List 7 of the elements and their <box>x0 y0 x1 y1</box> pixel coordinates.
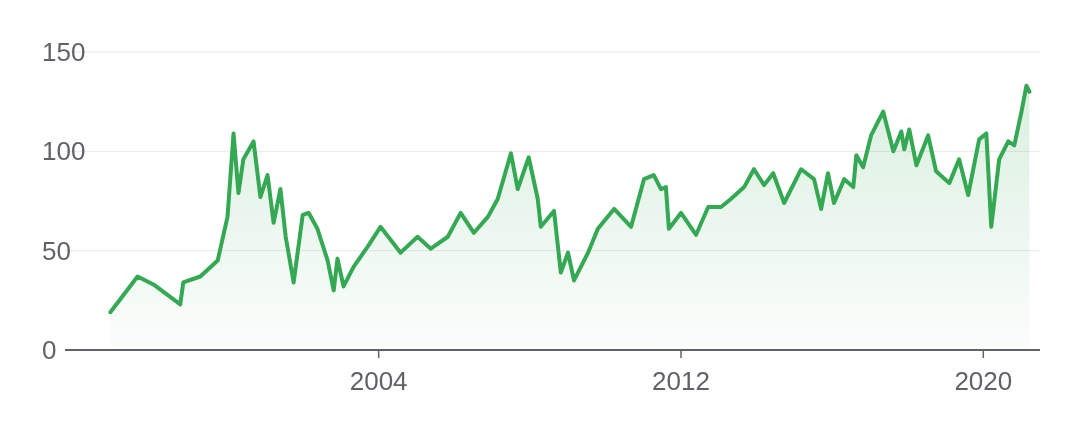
y-tick-label: 100 <box>42 136 86 167</box>
y-tick-label: 50 <box>42 235 71 266</box>
x-tick-label: 2020 <box>954 366 1013 396</box>
x-tick-label: 2012 <box>652 366 710 396</box>
x-tick-label: 2004 <box>349 366 408 396</box>
y-tick-label: 150 <box>42 37 86 68</box>
y-tick-label: 0 <box>42 335 57 366</box>
